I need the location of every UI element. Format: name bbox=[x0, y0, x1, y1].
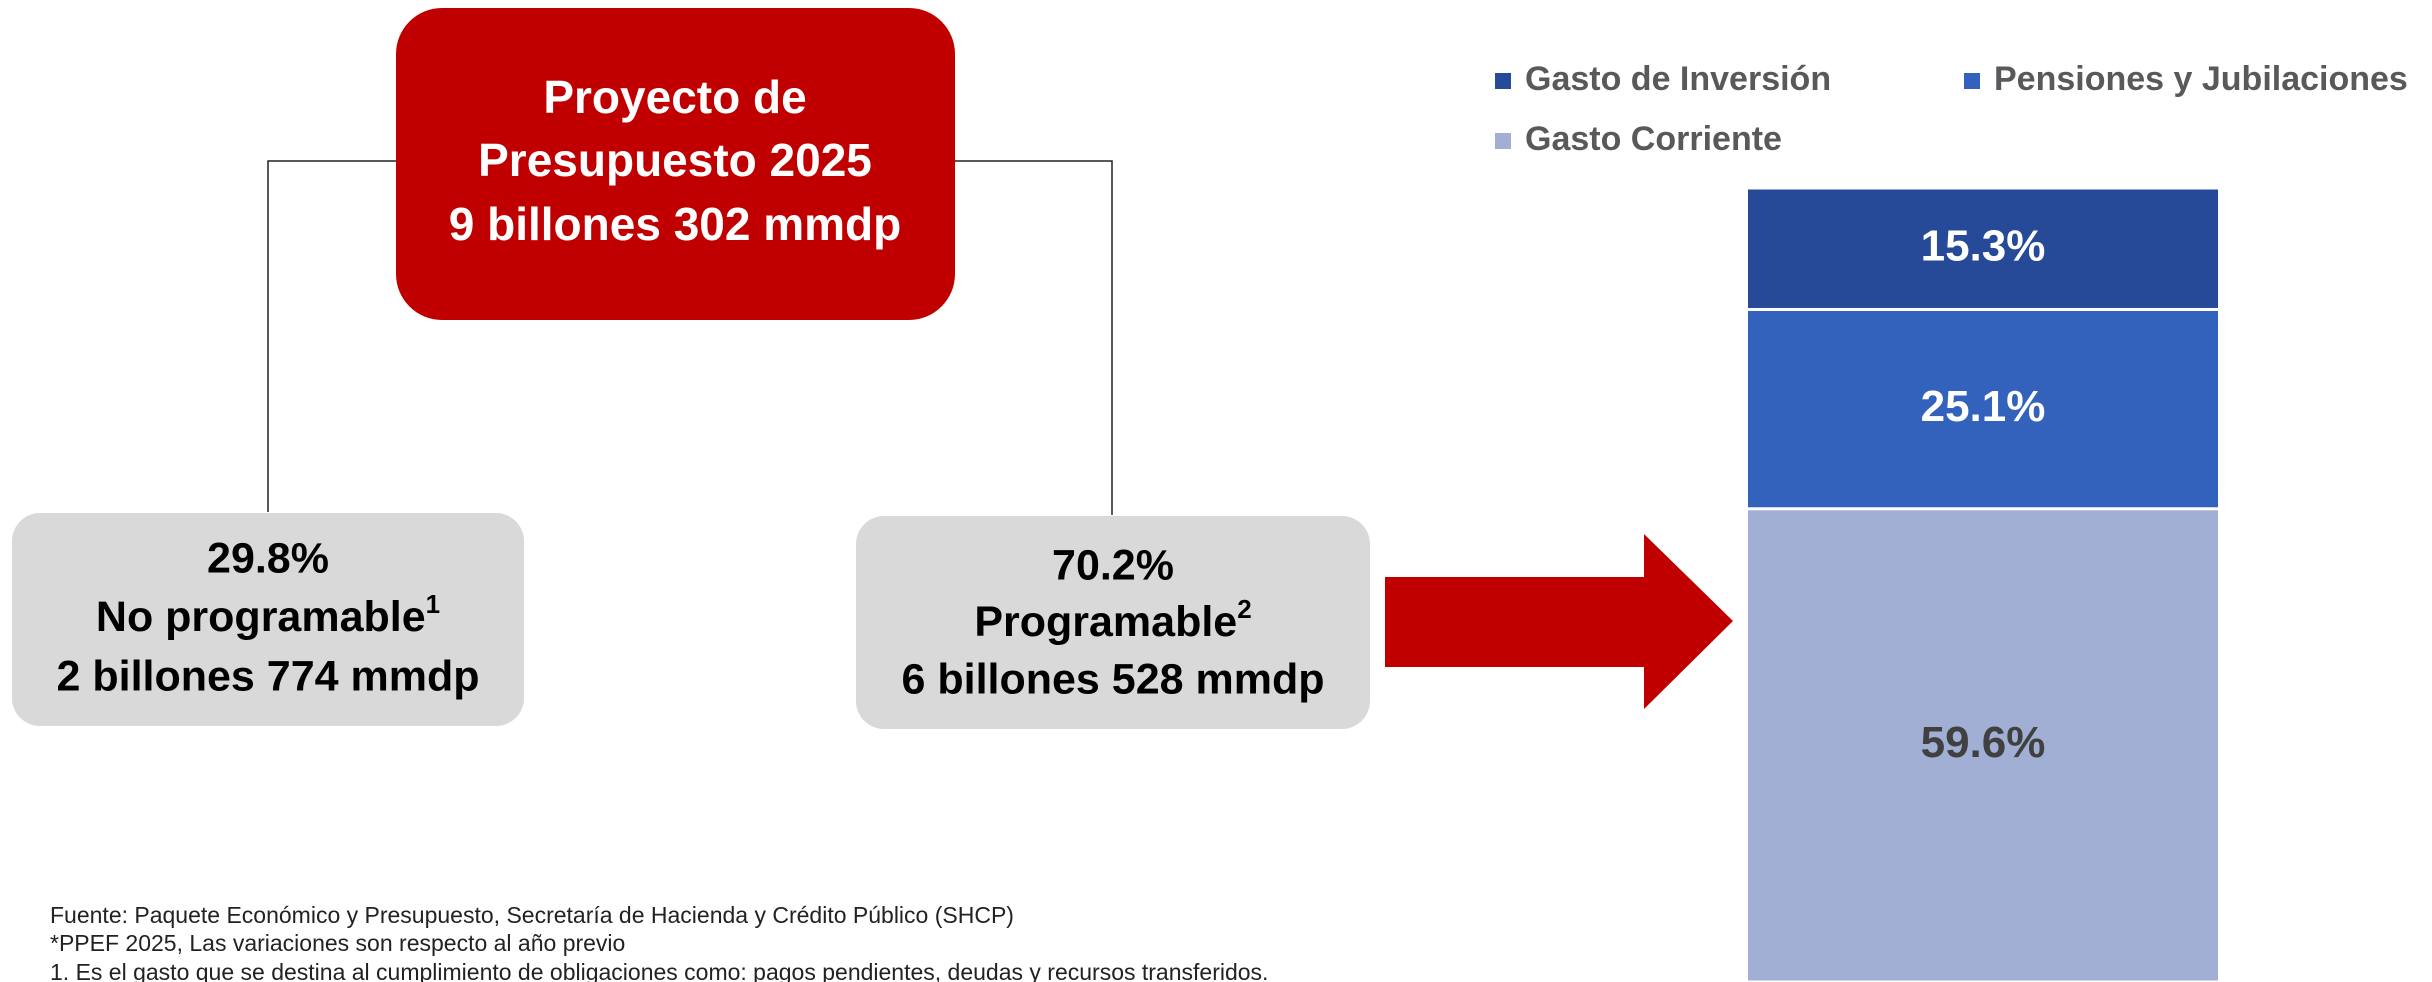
label-text: No programable bbox=[96, 593, 426, 641]
connector-left bbox=[267, 160, 396, 512]
value-label: 15.3% bbox=[1921, 221, 2046, 270]
arrow bbox=[1385, 534, 1733, 709]
right-amount: 6 billones 528 mmdp bbox=[902, 655, 1325, 703]
note: *PPEF 2025, Las variaciones son respecto… bbox=[50, 930, 625, 956]
legend-label: Pensiones y Jubilaciones bbox=[1994, 60, 2408, 98]
legend-swatch bbox=[1495, 73, 1511, 89]
left-label: No programable1 bbox=[96, 589, 440, 641]
legend-swatch bbox=[1495, 133, 1511, 149]
bar-segment bbox=[1748, 510, 2218, 981]
right-box bbox=[856, 516, 1370, 729]
left-share: 29.8% bbox=[207, 534, 329, 582]
root-line: 9 billones 302 mmdp bbox=[449, 198, 901, 250]
root-line: Proyecto de bbox=[543, 71, 806, 123]
superscript: 2 bbox=[1237, 594, 1251, 624]
right-share: 70.2% bbox=[1052, 541, 1174, 589]
left-box bbox=[12, 513, 524, 726]
note: Fuente: Paquete Económico y Presupuesto,… bbox=[50, 902, 1014, 928]
note: 1. Es el gasto que se destina al cumplim… bbox=[50, 959, 1268, 982]
connectors bbox=[267, 160, 1113, 515]
legend-label: Gasto de Inversión bbox=[1525, 60, 1831, 98]
legend-swatch bbox=[1964, 73, 1980, 89]
bar-segment bbox=[1748, 310, 2218, 508]
legend-label: Gasto Corriente bbox=[1525, 120, 1782, 158]
value-label: 59.6% bbox=[1921, 718, 2046, 767]
right-label: Programable2 bbox=[974, 594, 1251, 646]
label-text: Programable bbox=[974, 598, 1237, 646]
bar-segment bbox=[1748, 189, 2218, 308]
root-line: Presupuesto 2025 bbox=[478, 134, 872, 186]
connector-right bbox=[955, 160, 1113, 515]
left-amount: 2 billones 774 mmdp bbox=[57, 652, 480, 700]
superscript: 1 bbox=[426, 589, 440, 619]
root-box bbox=[396, 8, 955, 320]
value-label: 25.1% bbox=[1921, 382, 2046, 431]
